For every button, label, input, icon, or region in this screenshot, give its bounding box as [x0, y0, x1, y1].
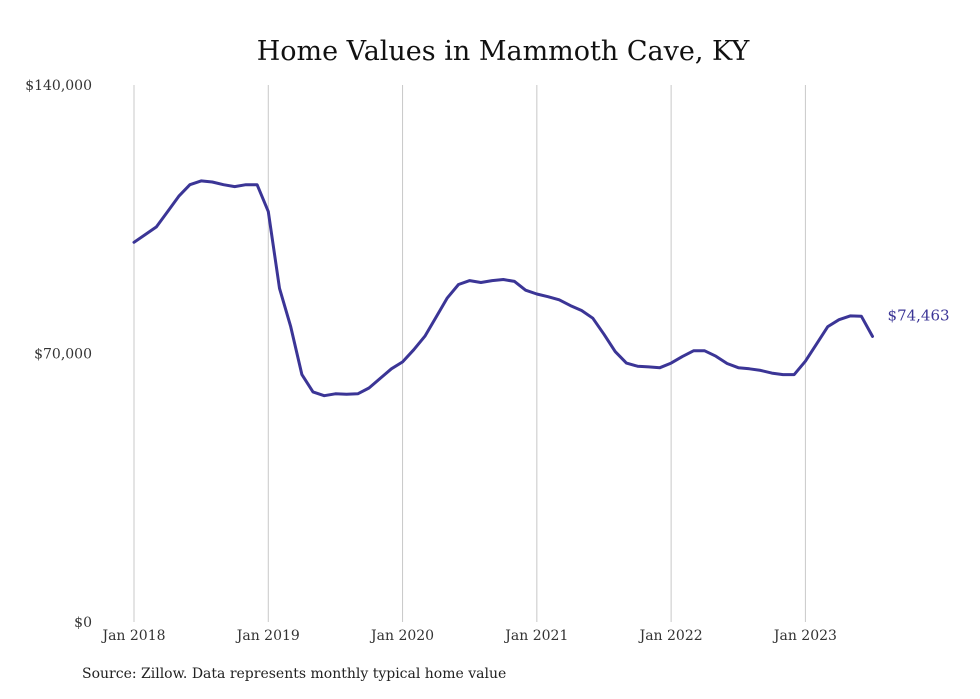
series-group [132, 179, 874, 398]
x-tick-label: Jan 2021 [503, 628, 568, 644]
grid-lines [133, 85, 806, 622]
x-tick-label: Jan 2018 [100, 628, 165, 644]
line-chart: Home Values in Mammoth Cave, KY $0 $70,00… [25, 36, 950, 644]
y-tick-label: $140,000 [25, 78, 92, 94]
x-tick-label: Jan 2022 [638, 628, 703, 644]
y-tick-label: $70,000 [34, 347, 92, 363]
chart-title: Home Values in Mammoth Cave, KY [257, 36, 751, 67]
end-value-label: $74,463 [888, 306, 950, 324]
y-axis-ticks: $0 $70,000 $140,000 [25, 78, 92, 631]
series-line [132, 179, 874, 398]
x-tick-label: Jan 2019 [235, 628, 300, 644]
source-note: Source: Zillow. Data represents monthly … [82, 666, 507, 682]
x-tick-label: Jan 2020 [369, 628, 434, 644]
y-tick-label: $0 [74, 615, 92, 631]
x-axis-ticks: Jan 2018 Jan 2019 Jan 2020 Jan 2021 Jan 2022… [100, 628, 836, 644]
x-tick-label: Jan 2023 [772, 628, 837, 644]
